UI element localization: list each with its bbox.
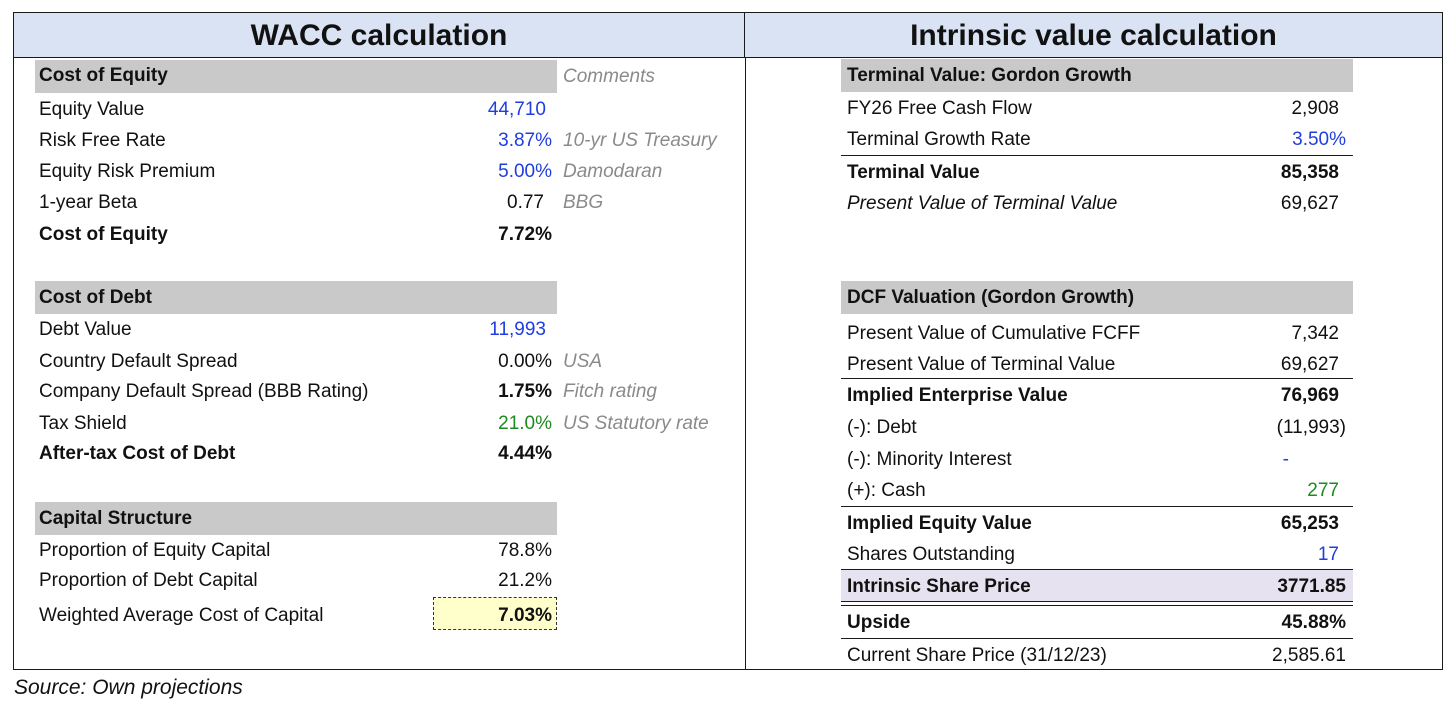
debt-value-row: Debt Value 11,993 bbox=[39, 319, 546, 340]
upside-double-rule bbox=[841, 601, 1353, 606]
pv-terminal-value-row: Present Value of Terminal Value 69,627 bbox=[847, 193, 1339, 214]
company-default-spread-row: Company Default Spread (BBB Rating) 1.75… bbox=[39, 381, 657, 402]
terminal-value-title: Terminal Value: Gordon Growth bbox=[847, 65, 1132, 86]
intrinsic-value-header: Intrinsic value calculation bbox=[745, 13, 1442, 58]
debt-deduction-row: (-): Debt (11,993) bbox=[847, 417, 1346, 438]
current-share-price-row: Current Share Price (31/12/23) 2,585.61 bbox=[847, 645, 1346, 666]
equity-value-row: Equity Value 44,710 bbox=[39, 99, 546, 120]
valuation-table-frame: WACC calculation Intrinsic value calcula… bbox=[13, 12, 1443, 670]
implied-equity-value-row: Implied Equity Value 65,253 bbox=[847, 513, 1339, 534]
dcf-valuation-title: DCF Valuation (Gordon Growth) bbox=[847, 287, 1135, 308]
enterprise-value-rule bbox=[841, 378, 1353, 379]
capital-structure-title: Capital Structure bbox=[39, 508, 193, 529]
capital-structure-bar bbox=[35, 502, 557, 535]
upside-row: Upside 45.88% bbox=[847, 612, 1346, 633]
cost-of-equity-total-row: Cost of Equity 7.72% bbox=[39, 224, 552, 245]
cost-of-debt-title: Cost of Debt bbox=[39, 287, 152, 308]
cash-addition-row: (+): Cash 277 bbox=[847, 480, 1339, 501]
source-note: Source: Own projections bbox=[14, 676, 243, 699]
equity-risk-premium-row: Equity Risk Premium 5.00% Damodaran bbox=[39, 161, 663, 182]
wacc-highlight-cell bbox=[433, 597, 557, 630]
column-divider bbox=[745, 58, 746, 669]
dcf-valuation-bar bbox=[841, 281, 1353, 314]
terminal-value-row: Terminal Value 85,358 bbox=[847, 162, 1339, 183]
terminal-value-rule bbox=[841, 155, 1353, 156]
equity-value-rule bbox=[841, 506, 1353, 507]
comments-label: Comments bbox=[563, 66, 655, 87]
after-tax-cost-of-debt-row: After-tax Cost of Debt 4.44% bbox=[39, 443, 552, 464]
minority-interest-row: (-): Minority Interest - bbox=[847, 449, 1289, 470]
tax-shield-row: Tax Shield 21.0% US Statutory rate bbox=[39, 413, 709, 434]
equity-proportion-row: Proportion of Equity Capital 78.8% bbox=[39, 540, 552, 561]
pv-terminal-value-dcf-row: Present Value of Terminal Value 69,627 bbox=[847, 354, 1339, 375]
intrinsic-share-price-row: Intrinsic Share Price 3771.85 bbox=[847, 576, 1346, 597]
cost-of-equity-bar bbox=[35, 60, 557, 93]
pv-cumulative-fcff-row: Present Value of Cumulative FCFF 7,342 bbox=[847, 323, 1339, 344]
wacc-calculation-header: WACC calculation bbox=[14, 13, 745, 58]
beta-row: 1-year Beta 0.77 BBG bbox=[39, 192, 604, 213]
implied-enterprise-value-row: Implied Enterprise Value 76,969 bbox=[847, 385, 1339, 406]
terminal-growth-rate-row: Terminal Growth Rate 3.50% bbox=[847, 129, 1346, 150]
terminal-value-bar bbox=[841, 59, 1353, 92]
risk-free-rate-row: Risk Free Rate 3.87% 10-yr US Treasury bbox=[39, 130, 717, 151]
intrinsic-share-price-bar bbox=[841, 570, 1353, 602]
share-price-top-rule bbox=[841, 569, 1353, 570]
shares-outstanding-row: Shares Outstanding 17 bbox=[847, 544, 1339, 565]
country-default-spread-row: Country Default Spread 0.00% USA bbox=[39, 351, 603, 372]
wacc-row: Weighted Average Cost of Capital 7.03% bbox=[39, 605, 552, 626]
debt-proportion-row: Proportion of Debt Capital 21.2% bbox=[39, 570, 552, 591]
cost-of-equity-title: Cost of Equity bbox=[39, 65, 168, 86]
current-price-rule bbox=[841, 638, 1353, 639]
cost-of-debt-bar bbox=[35, 281, 557, 314]
fy26-fcf-row: FY26 Free Cash Flow 2,908 bbox=[847, 98, 1339, 119]
